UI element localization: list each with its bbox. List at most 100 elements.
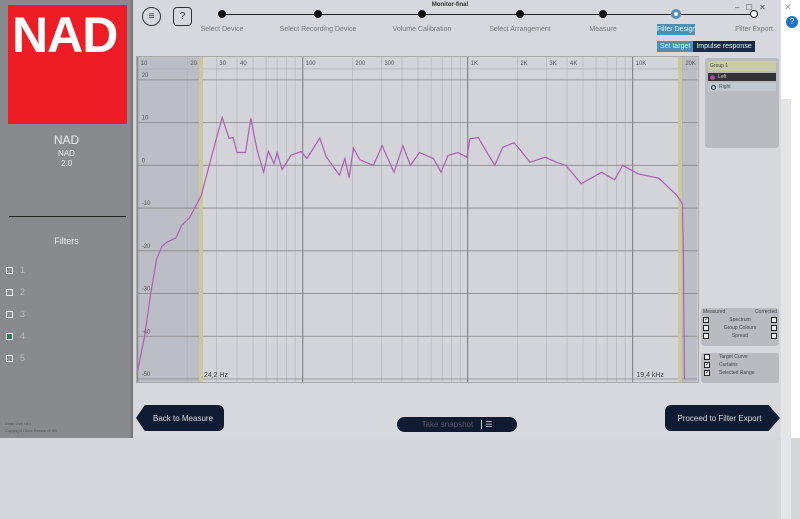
overlay-label: Curtains: [719, 362, 738, 368]
corrected-checkbox[interactable]: [771, 333, 777, 339]
x-tick-label: 10: [141, 61, 148, 67]
filter-item[interactable]: 2: [6, 287, 25, 297]
overlay-checkbox[interactable]: [704, 354, 710, 360]
step-dot: [750, 10, 758, 18]
response-curve: [137, 115, 686, 380]
x-tick-label: 20: [190, 61, 197, 67]
y-tick-label: -30: [142, 287, 151, 293]
overlay-checkbox[interactable]: ✓: [704, 370, 711, 376]
nad-logo: NAD: [8, 5, 127, 124]
row-label: Group Colours: [723, 325, 757, 331]
overlay-checkbox[interactable]: ✓: [704, 362, 711, 368]
brand-name: NAD: [53, 133, 80, 147]
step-label: Select Arrangement: [489, 26, 551, 33]
x-tick-label: 300: [384, 61, 395, 67]
filter-checkbox[interactable]: [6, 354, 13, 362]
step-label: Volume Calibration: [392, 26, 452, 33]
device-version: 2.0: [60, 159, 73, 168]
curtain-right: [680, 57, 698, 382]
display-row: Group Colours: [701, 324, 779, 332]
snapshot-label: Take snapshot: [421, 420, 474, 429]
scrollbar[interactable]: [781, 99, 791, 519]
corrected-checkbox[interactable]: [770, 325, 777, 331]
step-dot: [418, 10, 426, 18]
step-dot: [314, 10, 322, 18]
measured-label: Measured: [703, 309, 726, 315]
filter-checkbox[interactable]: [6, 332, 13, 340]
channel-right[interactable]: Right: [708, 83, 776, 91]
take-snapshot-button[interactable]: Take snapshot ☰: [397, 417, 517, 432]
y-tick-label: -40: [142, 329, 151, 335]
y-tick-label: 10: [142, 116, 149, 122]
x-tick-label: 10K: [636, 61, 647, 67]
filter-checkbox[interactable]: [6, 310, 13, 318]
row-label: Spread: [731, 333, 749, 339]
corrected-label: Corrected: [755, 309, 777, 315]
overlay-label: Target Curve: [719, 354, 748, 360]
y-tick-label: 0: [142, 158, 146, 164]
menu-button[interactable]: ≡: [142, 7, 161, 26]
overlay-row: ✓ Curtains: [701, 361, 779, 369]
step-dot: [218, 10, 226, 18]
y-tick-label: -20: [142, 244, 151, 250]
tab-impulse-response[interactable]: Impulse response: [693, 41, 755, 52]
filter-label: 5: [20, 353, 26, 363]
y-tick-label: -50: [142, 372, 151, 378]
back-to-measure-button[interactable]: Back to Measure: [136, 405, 224, 431]
close-icon[interactable]: ✕: [784, 2, 792, 12]
row-label: Spectrum: [729, 317, 751, 323]
window-controls[interactable]: – ☐ ✕: [735, 3, 768, 12]
channel-left-label: Left: [718, 74, 727, 80]
display-row: Spread: [701, 332, 779, 340]
device-model: NAD: [58, 149, 75, 158]
overlay-options: Target Curve ✓ Curtains ✓ Selected Range: [701, 353, 779, 383]
measured-checkbox[interactable]: [703, 333, 709, 339]
back-label: Back to Measure: [152, 413, 214, 423]
channel-right-label: Right: [719, 84, 731, 90]
filter-item[interactable]: 1: [6, 265, 25, 275]
filter-checkbox[interactable]: [6, 266, 13, 274]
step-dot: [516, 10, 524, 18]
range-marker: [199, 57, 204, 382]
channel-left[interactable]: Left: [708, 73, 776, 81]
step-label: Select Recording Device: [279, 26, 357, 33]
y-tick-label: -10: [142, 201, 151, 207]
filter-item[interactable]: 3: [6, 309, 25, 319]
filter-label: 4: [20, 331, 26, 341]
measured-checkbox[interactable]: ✓: [703, 317, 710, 323]
window-edge: ✕ ?: [780, 0, 800, 519]
filters-title: Filters: [54, 236, 79, 246]
filter-checkbox[interactable]: [6, 288, 13, 296]
x-tick-label: 100: [306, 61, 317, 67]
filter-item[interactable]: 5: [6, 353, 25, 363]
proceed-label: Proceed to Filter Export: [677, 413, 762, 423]
x-tick-label: 2K: [520, 61, 527, 67]
group-panel: Group 1 Left Right: [705, 58, 779, 148]
help-circle-icon[interactable]: ?: [786, 16, 798, 28]
proceed-button[interactable]: Proceed to Filter Export: [665, 405, 780, 431]
step-label: Filter Export: [735, 26, 773, 33]
filter-item[interactable]: 4: [6, 331, 25, 341]
x-tick-label: 1K: [471, 61, 478, 67]
help-button[interactable]: ?: [173, 7, 192, 26]
corrected-checkbox[interactable]: [771, 317, 777, 323]
help-icon: ?: [179, 11, 186, 22]
range-low-label: 24,2 Hz: [204, 372, 228, 379]
x-tick-label: 30: [219, 61, 226, 67]
tab-set-target[interactable]: Set target: [657, 41, 694, 52]
divider: [9, 216, 126, 217]
list-icon[interactable]: ☰: [481, 420, 492, 429]
x-tick-label: 4K: [570, 61, 577, 67]
group-label: Group 1: [708, 61, 776, 71]
step-label: Filter Design: [657, 24, 697, 35]
window-title: Monitor-final: [431, 2, 469, 8]
y-tick-label: 20: [142, 73, 149, 79]
progress-line: [222, 14, 754, 15]
sidebar: NAD NAD NAD 2.0 Filters 1 2 3 4 5 Dirac Live…: [0, 0, 133, 438]
step-dot: [672, 10, 680, 18]
filter-label: 3: [20, 309, 26, 319]
overlay-row: ✓ Selected Range: [701, 369, 779, 377]
measured-checkbox[interactable]: [703, 325, 709, 331]
range-marker: [678, 57, 683, 382]
